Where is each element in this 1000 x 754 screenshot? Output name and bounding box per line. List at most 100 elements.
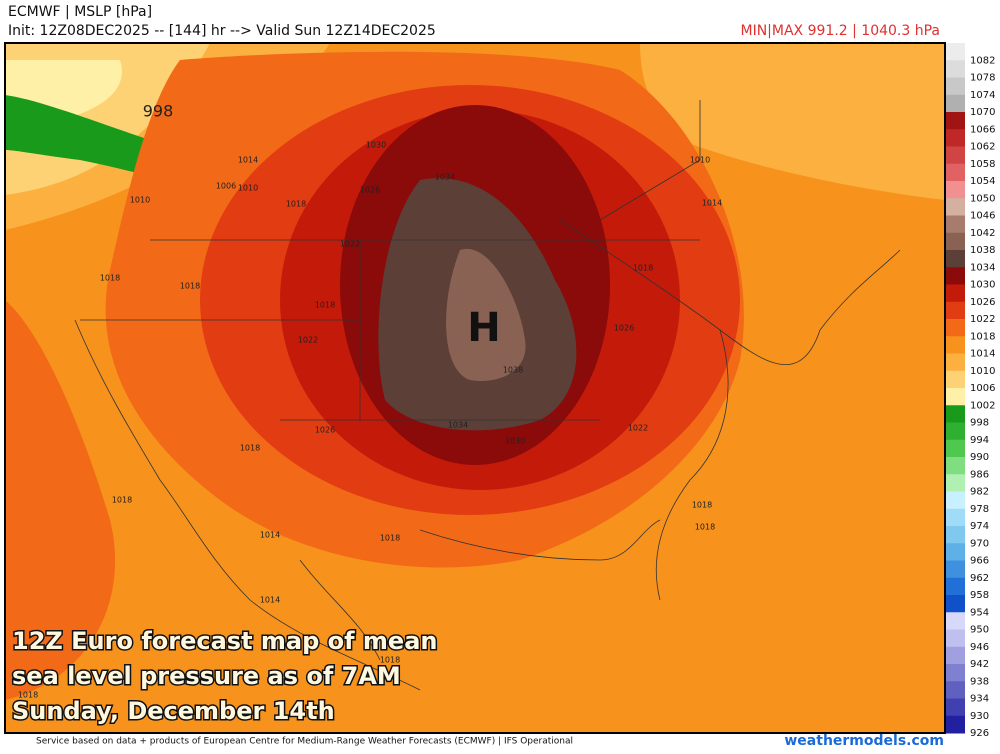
colorbar-swatch (946, 353, 965, 372)
colorbar-swatch (946, 646, 965, 665)
colorbar-label: 966 (970, 556, 989, 567)
colorbar-swatch (946, 526, 965, 544)
colorbar-swatch (946, 681, 965, 699)
contour-label: 1038 (503, 366, 523, 375)
contour-label: 1030 (366, 141, 386, 150)
colorbar-label: 950 (970, 625, 989, 636)
border-line (599, 100, 701, 221)
contour-label: 1018 (380, 656, 400, 665)
contour-label: 1022 (628, 424, 648, 433)
colorbar-label: 958 (970, 590, 989, 601)
colorbar-swatch (946, 698, 965, 717)
fills (5, 43, 945, 733)
colorbar-swatch (946, 474, 965, 492)
colorbar-label: 962 (970, 573, 989, 584)
colorbar-label: 1074 (970, 90, 995, 101)
colorbar-label: 970 (970, 538, 989, 549)
contour-label: 1006 (216, 182, 236, 191)
colorbar-swatch (946, 388, 965, 406)
overlay-caption: sea level pressure as of 7AM (12, 662, 401, 690)
colorbar-swatch (946, 491, 965, 510)
contour-label: 1018 (100, 274, 120, 283)
contour-label: 1018 (180, 282, 200, 291)
colorbar-label: 1002 (970, 400, 995, 411)
contour-label: 1010 (238, 184, 258, 193)
contour-label: 998 (143, 102, 174, 121)
colorbar-label: 1054 (970, 176, 995, 187)
colorbar-swatch (946, 664, 965, 682)
colorbar-swatch (946, 146, 965, 165)
colorbar-swatch (946, 457, 965, 475)
high-center: H (467, 305, 500, 351)
colorbar-label: 942 (970, 659, 989, 670)
contour-label: 1014 (238, 156, 258, 165)
colorbar-label: 1062 (970, 142, 995, 153)
colorbar-label: 1038 (970, 245, 995, 256)
colorbar-swatch (946, 198, 965, 216)
colorbar-label: 1042 (970, 228, 995, 239)
colorbar: 1082 1078 1074 1070 1066 1062 1058 1054 1050 1046… (946, 43, 995, 739)
colorbar-label: 1046 (970, 211, 995, 222)
colorbar-swatch (946, 94, 965, 113)
colorbar-swatch (946, 60, 965, 78)
contour-label: 1026 (614, 324, 634, 333)
overlay-caption: Sunday, December 14th (12, 697, 335, 725)
colorbar-label: 986 (970, 469, 989, 480)
colorbar-swatch (946, 508, 965, 527)
colorbar-label: 1022 (970, 314, 995, 325)
colorbar-label: 1050 (970, 193, 995, 204)
contour-label: 1018 (380, 534, 400, 543)
colorbar-label: 1070 (970, 107, 995, 118)
colorbar-swatch (946, 77, 965, 96)
colorbar-swatch (946, 439, 965, 458)
pressure-fill (5, 300, 116, 700)
colorbar-label: 1010 (970, 366, 995, 377)
contour-label: 1014 (260, 531, 280, 540)
colorbar-label: 1082 (970, 55, 995, 66)
colorbar-label: 938 (970, 676, 989, 687)
colorbar-swatch (946, 284, 965, 303)
colorbar-swatch (946, 543, 965, 561)
colorbar-swatch (946, 422, 965, 441)
credit: Service based on data + products of Euro… (36, 737, 573, 747)
colorbar-label: 1030 (970, 280, 995, 291)
colorbar-swatch (946, 577, 965, 596)
colorbar-swatch (946, 405, 965, 423)
pressure-fill (640, 43, 945, 200)
contour-label: 1034 (435, 173, 455, 182)
colorbar-label: 1018 (970, 331, 995, 342)
border-line (559, 219, 901, 365)
contour-label: 1026 (360, 186, 380, 195)
colorbar-swatch (946, 319, 965, 337)
contour-label: 1018 (18, 691, 38, 700)
colorbar-swatch (946, 301, 965, 320)
contour-label: 1034 (448, 421, 468, 430)
colorbar-label: 982 (970, 487, 989, 498)
colorbar-label: 998 (970, 418, 989, 429)
colorbar-label: 994 (970, 435, 989, 446)
colorbar-label: 1026 (970, 297, 995, 308)
colorbar-label: 974 (970, 521, 989, 532)
colorbar-swatch (946, 215, 965, 234)
colorbar-swatch (946, 370, 965, 389)
site: weathermodels.com (784, 733, 944, 749)
colorbar-label: 1006 (970, 383, 995, 394)
colorbar-label: 1078 (970, 73, 995, 84)
colorbar-label: 954 (970, 607, 989, 618)
colorbar-swatch (946, 595, 965, 613)
colorbar-label: 930 (970, 711, 989, 722)
colorbar-label: 978 (970, 504, 989, 515)
border-line (299, 559, 381, 661)
colorbar-label: 1066 (970, 124, 995, 135)
contour-label: 1014 (260, 596, 280, 605)
border-line (655, 329, 729, 601)
contour-label: 1018 (692, 501, 712, 510)
colorbar-label: 934 (970, 694, 989, 705)
colorbar-swatch (946, 560, 965, 579)
colorbar-swatch (946, 336, 965, 354)
colorbar-swatch (946, 267, 965, 285)
map-frame (4, 42, 946, 734)
contour-label: 1018 (695, 523, 715, 532)
contour-label: 1022 (340, 240, 360, 249)
